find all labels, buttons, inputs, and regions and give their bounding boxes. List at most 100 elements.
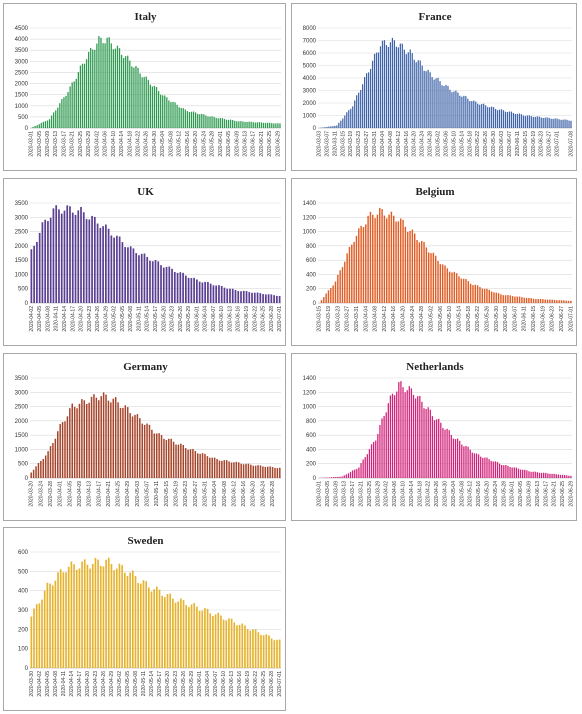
bar: [58, 209, 60, 303]
x-tick-label: 2020-04-28: [419, 306, 425, 332]
bar: [118, 48, 121, 128]
x-tick-label: 2020-04-14: [69, 671, 75, 697]
bar: [82, 212, 85, 303]
bar: [95, 397, 98, 478]
x-tick-label: 2020-06-17: [543, 481, 549, 507]
bar: [209, 116, 211, 128]
bar: [490, 460, 492, 478]
bar: [188, 112, 191, 128]
x-tick-label: 2020-03-15: [340, 131, 346, 157]
x-tick-label: 2020-03-05: [37, 131, 43, 157]
bar: [413, 59, 415, 128]
bar: [451, 92, 453, 128]
bar: [356, 468, 358, 478]
bar: [488, 289, 490, 303]
bar: [153, 433, 156, 478]
bar: [184, 448, 187, 478]
x-tick-label: 2020-04-11: [61, 671, 67, 696]
x-tick-label: 2020-05-06: [438, 306, 444, 332]
bar: [257, 632, 260, 668]
bar: [506, 112, 509, 128]
bar: [412, 394, 415, 478]
bar: [489, 107, 491, 128]
bar: [334, 281, 337, 303]
bar: [554, 118, 556, 128]
bar: [165, 440, 168, 478]
bar: [73, 81, 75, 128]
bar: [518, 113, 521, 128]
bar: [525, 297, 528, 303]
bar: [430, 253, 432, 303]
chart-title-netherlands: Netherlands: [406, 361, 464, 373]
bar: [46, 582, 49, 668]
bar: [273, 123, 275, 128]
y-tick-label: 1000: [303, 405, 317, 411]
bar: [170, 438, 172, 478]
x-tick-label: 2020-03-09: [333, 481, 339, 507]
bar: [421, 65, 423, 128]
bar: [186, 111, 189, 128]
bar: [276, 295, 278, 303]
x-tick-label: 2020-05-30: [494, 306, 500, 332]
bar: [184, 275, 187, 303]
bar: [344, 115, 346, 128]
bar: [242, 121, 244, 128]
bar: [475, 453, 478, 478]
bar: [441, 264, 444, 303]
x-tick-label: 2020-05-20: [193, 131, 199, 157]
bar: [240, 291, 242, 303]
bar: [447, 86, 449, 128]
bar: [429, 409, 431, 478]
chart-title-france: France: [419, 11, 452, 23]
bar: [534, 471, 536, 478]
x-tick-label: 2020-06-13: [535, 481, 541, 507]
bar: [151, 429, 153, 478]
bar: [81, 399, 83, 478]
bar: [34, 125, 36, 128]
bar: [402, 219, 404, 303]
chart-title-sweden: Sweden: [127, 535, 163, 547]
y-tick-label: 2000: [15, 419, 29, 425]
y-tick-label: 1000: [303, 114, 317, 120]
bar: [278, 295, 281, 303]
bar: [223, 287, 226, 303]
bar: [474, 284, 477, 303]
bar: [67, 91, 69, 128]
bar: [143, 253, 146, 303]
bar: [479, 287, 481, 303]
bar: [143, 424, 146, 478]
bar: [32, 126, 34, 128]
x-tick-label: 2020-06-01: [194, 306, 200, 332]
x-tick-label: 2020-05-12: [177, 131, 183, 157]
bar: [192, 448, 194, 478]
x-tick-label: 2020-05-22: [475, 306, 481, 332]
bar: [141, 423, 143, 478]
bar: [60, 213, 63, 303]
bar: [85, 59, 88, 129]
bar: [518, 296, 521, 303]
bar: [70, 561, 73, 668]
bar: [358, 228, 360, 303]
bar: [551, 473, 553, 478]
bar: [481, 103, 483, 128]
x-tick-label: 2020-05-16: [476, 481, 482, 507]
bar: [44, 455, 47, 478]
bar: [379, 46, 382, 128]
x-tick-label: 2020-04-20: [412, 131, 418, 157]
bar: [406, 231, 409, 303]
bar: [145, 581, 147, 668]
bar: [90, 47, 92, 128]
x-tick-label: 2020-05-29: [189, 671, 195, 697]
bar: [381, 418, 383, 478]
x-tick-label: 2020-05-31: [202, 481, 208, 507]
bar: [260, 635, 262, 668]
x-tick-label: 2020-07-01: [568, 306, 574, 332]
bar: [108, 37, 110, 128]
bar: [264, 467, 267, 478]
bar: [440, 422, 442, 478]
bar: [201, 453, 204, 478]
x-tick-label: 2020-04-05: [37, 306, 43, 332]
x-tick-label: 2020-03-27: [345, 306, 351, 332]
x-tick-label: 2020-07-01: [277, 671, 283, 697]
y-tick-label: 500: [18, 569, 29, 575]
